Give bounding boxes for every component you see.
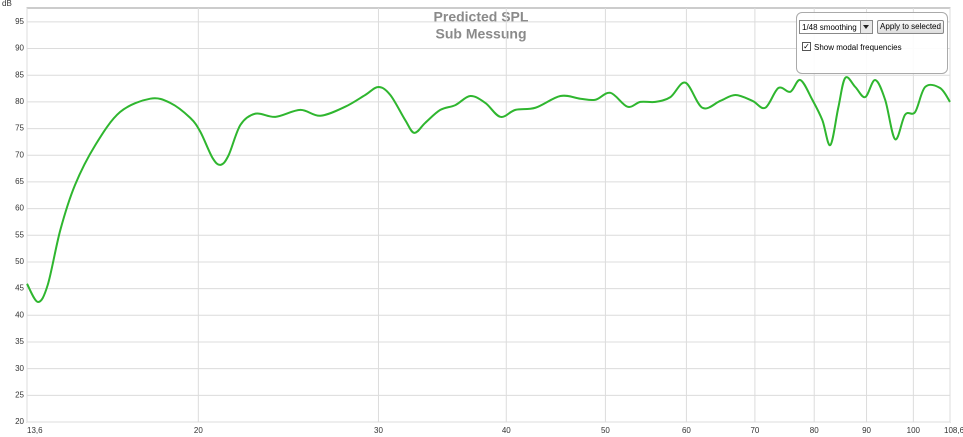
y-tick-label: 40	[15, 310, 24, 319]
smoothing-text: 1/48 smoothing	[802, 23, 857, 32]
x-tick-label: 80	[810, 426, 819, 435]
checkbox[interactable]: ✓	[802, 42, 811, 51]
plot-area	[26, 7, 951, 423]
x-tick-label: 50	[601, 426, 610, 435]
apply-button[interactable]: Apply to selected	[877, 20, 944, 34]
spl-curve	[26, 76, 951, 303]
y-tick-label: 35	[15, 337, 24, 346]
x-tick-label: 90	[862, 426, 871, 435]
y-tick-label: 90	[15, 44, 24, 53]
y-tick-label: 60	[15, 204, 24, 213]
x-tick-label: 70	[750, 426, 759, 435]
y-tick-label: 85	[15, 70, 24, 79]
x-tick-label: 30	[374, 426, 383, 435]
y-tick-label: 25	[15, 390, 24, 399]
y-tick-label: 75	[15, 124, 24, 133]
y-tick-label: 30	[15, 364, 24, 373]
checkbox-label: Show modal frequencies	[814, 43, 902, 52]
control-panel: 1/48 smoothing Apply to selected ✓ Show …	[796, 12, 948, 74]
y-tick-label: 80	[15, 97, 24, 106]
y-tick-label: 70	[15, 150, 24, 159]
x-tick-label: 108,6 Hz	[944, 426, 963, 435]
y-tick-label: 45	[15, 284, 24, 293]
chart-title: Predicted SPL	[434, 9, 529, 25]
y-tick-label: 65	[15, 177, 24, 186]
y-tick-label: 20	[15, 417, 24, 426]
y-tick-label: 55	[15, 230, 24, 239]
x-tick-label: 20	[194, 426, 203, 435]
dropdown-arrow[interactable]	[860, 21, 872, 33]
y-tick-label: 95	[15, 17, 24, 26]
x-tick-label: 13,6	[27, 426, 43, 435]
smoothing-select[interactable]: 1/48 smoothing	[799, 20, 873, 34]
y-axis-label: dB	[2, 0, 12, 8]
chart-subtitle: Sub Messung	[435, 26, 526, 42]
x-tick-label: 40	[502, 426, 511, 435]
y-tick-label: 50	[15, 257, 24, 266]
x-tick-label: 60	[682, 426, 691, 435]
x-tick-label: 100	[907, 426, 921, 435]
